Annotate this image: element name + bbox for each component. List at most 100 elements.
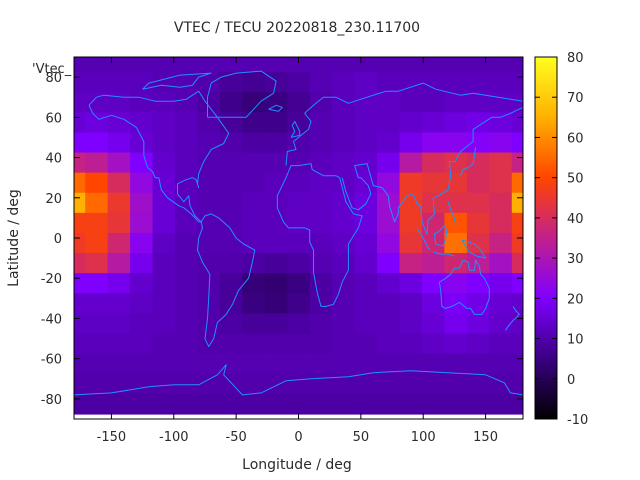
vtec-cell [421, 172, 446, 194]
vtec-cell [511, 192, 523, 214]
vtec-cell [219, 333, 243, 355]
vtec-cell [332, 273, 356, 294]
vtec-cell [264, 112, 288, 134]
vtec-cell [107, 192, 131, 214]
vtec-cell [421, 132, 446, 154]
colorbar-tick-label: 60 [567, 131, 584, 146]
vtec-cell [511, 313, 523, 335]
vtec-cell [107, 112, 131, 134]
vtec-cell [354, 232, 378, 254]
coastline [207, 70, 277, 118]
vtec-cell [511, 393, 523, 415]
vtec-cell [421, 72, 446, 93]
vtec-cell [242, 273, 266, 294]
vtec-cell [309, 132, 333, 154]
vtec-cell [354, 353, 378, 375]
vtec-cell [85, 293, 109, 315]
vtec-cell [399, 333, 423, 355]
vtec-cell [242, 132, 266, 154]
vtec-cell [130, 92, 154, 113]
vtec-cell [197, 232, 221, 254]
vtec-cell [399, 112, 423, 134]
vtec-cell [197, 192, 221, 214]
vtec-cell [332, 333, 356, 355]
vtec-cell [489, 172, 513, 194]
vtec-cell [444, 72, 468, 93]
vtec-cell [152, 393, 176, 415]
vtec-cell [242, 293, 266, 315]
vtec-cell [219, 112, 243, 134]
y-tick-label: 20 [45, 192, 62, 207]
vtec-cell [466, 72, 490, 93]
vtec-cell [287, 393, 311, 415]
vtec-cell [264, 232, 288, 254]
vtec-cell [377, 192, 401, 214]
vtec-cell [511, 232, 523, 254]
vtec-cell [466, 132, 490, 154]
vtec-cell [421, 393, 446, 415]
vtec-cell [287, 212, 311, 234]
vtec-cell [242, 112, 266, 134]
vtec-cell [287, 253, 311, 274]
colorbar-tick-label: 10 [567, 333, 584, 348]
vtec-cell [511, 152, 523, 174]
vtec-cell [489, 353, 513, 375]
vtec-cell [175, 293, 199, 315]
coastline [88, 90, 230, 223]
vtec-cell [152, 152, 176, 174]
vtec-cell [489, 112, 513, 134]
vtec-cell [511, 212, 523, 234]
vtec-cell [466, 57, 490, 73]
vtec-cell [399, 293, 423, 315]
vtec-cell [309, 152, 333, 174]
vtec-cell [85, 232, 109, 254]
vtec-cell [489, 333, 513, 355]
vtec-cell [309, 57, 333, 73]
vtec-cell [444, 373, 468, 395]
x-tick-label: 150 [473, 430, 498, 445]
colorbar-tick-label: 50 [567, 172, 584, 187]
vtec-cell [354, 132, 378, 154]
coastline [447, 201, 457, 225]
vtec-cell [219, 353, 243, 375]
vtec-cell [107, 72, 131, 93]
x-axis-label: Longitude / deg [242, 457, 352, 473]
vtec-cell [444, 313, 468, 335]
vtec-cell [152, 353, 176, 375]
vtec-cell [130, 232, 154, 254]
y-axis-ticks: -80 -60 -40 -20 0 20 40 60 80 [41, 71, 523, 408]
vtec-cell [332, 72, 356, 93]
vtec-cell [85, 273, 109, 294]
vtec-cell [466, 192, 490, 214]
vtec-cell [219, 172, 243, 194]
vtec-cell [85, 333, 109, 355]
vtec-cell [377, 293, 401, 315]
vtec-cell [377, 172, 401, 194]
vtec-cell [287, 192, 311, 214]
vtec-cell [399, 92, 423, 113]
vtec-cell [85, 72, 109, 93]
vtec-cell [444, 132, 468, 154]
vtec-cell [377, 253, 401, 274]
vtec-cell [377, 393, 401, 415]
coastline [276, 163, 363, 307]
vtec-cell [85, 393, 109, 415]
coastline [433, 251, 455, 257]
coastline [438, 259, 490, 315]
chart-title: VTEC / TECU 20220818_230.11700 [174, 20, 420, 36]
vtec-cell [264, 293, 288, 315]
vtec-cell [219, 393, 243, 415]
vtec-cell [219, 92, 243, 113]
vtec-cell [152, 273, 176, 294]
vtec-cell [74, 132, 86, 154]
vtec-cell [264, 333, 288, 355]
vtec-cell [466, 232, 490, 254]
x-tick-label: 50 [353, 430, 370, 445]
vtec-cell [197, 353, 221, 375]
vtec-cell [74, 273, 86, 294]
vtec-cell [354, 57, 378, 73]
vtec-cell [332, 132, 356, 154]
y-tick-label: -40 [41, 312, 62, 327]
vtec-cell [309, 112, 333, 134]
vtec-cell [377, 353, 401, 375]
